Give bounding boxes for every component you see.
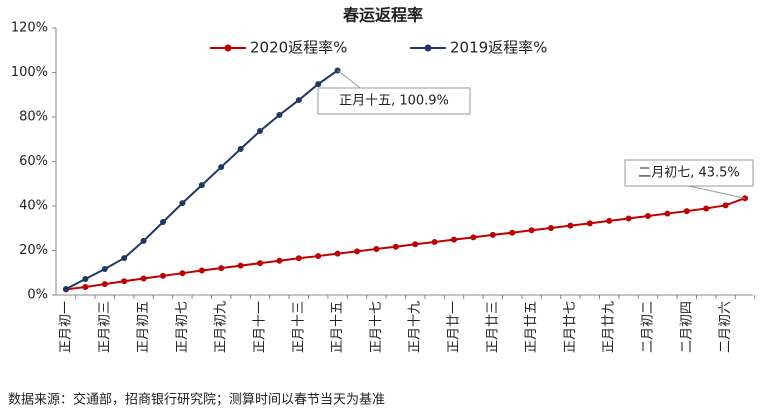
data-point	[334, 250, 341, 257]
x-tick-label: 正月廿七	[563, 301, 578, 353]
data-point	[179, 270, 186, 277]
x-tick-label: 正月十七	[369, 301, 384, 353]
data-point	[179, 200, 186, 207]
data-point	[315, 253, 322, 260]
data-point	[140, 237, 147, 244]
data-point	[295, 255, 302, 262]
data-point	[63, 285, 69, 292]
y-tick-label: 100%	[11, 65, 48, 80]
annotation-box	[317, 87, 471, 115]
x-tick-label: 正月廿一	[447, 301, 462, 353]
data-point	[354, 248, 360, 255]
y-tick-label: 40%	[19, 199, 48, 214]
y-tick-label: 80%	[19, 110, 48, 125]
source-note: 数据来源：交通部，招商银行研究院；测算时间以春节当天为基准	[8, 392, 385, 408]
x-tick-label: 正月十九	[408, 301, 423, 353]
x-tick-label: 二月初四	[679, 301, 694, 353]
annotation-label: 二月初七, 43.5%	[638, 166, 740, 181]
data-point	[315, 81, 322, 88]
data-point	[257, 128, 263, 135]
chart-title: 春运返程率	[342, 6, 423, 25]
y-tick-label: 120%	[11, 21, 48, 36]
data-point	[567, 222, 574, 229]
x-tick-label: 正月廿五	[524, 301, 539, 353]
data-point	[606, 217, 613, 224]
data-point	[140, 275, 147, 282]
data-point	[489, 231, 496, 238]
data-point	[82, 283, 89, 290]
x-tick-label: 正月十五	[330, 301, 345, 353]
data-point	[237, 262, 244, 269]
callout-line	[688, 185, 746, 199]
annotation-label: 正月十五, 100.9%	[339, 94, 449, 109]
data-point	[664, 210, 671, 217]
data-point	[548, 225, 554, 232]
series-line	[65, 197, 746, 291]
x-tick-label: 正月十三	[291, 301, 306, 353]
data-point	[198, 182, 205, 189]
data-point	[121, 278, 128, 285]
x-tick-label: 二月初六	[718, 301, 733, 353]
data-point	[373, 245, 380, 252]
legend-label: 2020返程率%	[250, 39, 347, 57]
data-point	[528, 227, 535, 234]
x-tick-label: 正月廿九	[602, 301, 617, 353]
data-point	[101, 281, 108, 288]
data-point	[160, 219, 166, 226]
data-point	[121, 255, 128, 262]
x-tick-label: 二月初二	[641, 301, 656, 353]
data-point	[160, 272, 166, 279]
x-tick-label: 正月初九	[214, 301, 229, 353]
data-point	[625, 215, 632, 222]
x-tick-label: 正月初一	[59, 301, 74, 353]
data-point	[218, 164, 225, 171]
x-tick-label: 正月初七	[175, 301, 190, 353]
data-point	[295, 97, 302, 104]
data-point	[509, 229, 516, 236]
data-point	[451, 236, 457, 243]
x-tick-label: 正月初五	[136, 301, 151, 353]
data-point	[82, 275, 89, 282]
data-point	[198, 267, 205, 274]
legend-marker	[424, 44, 432, 52]
legend-label: 2019返程率%	[450, 39, 547, 57]
data-point	[470, 234, 477, 241]
data-point	[237, 146, 244, 153]
legend-marker	[224, 44, 232, 52]
x-tick-label: 正月初三	[97, 301, 112, 353]
data-point	[722, 202, 729, 209]
y-tick-label: 20%	[19, 243, 48, 258]
data-point	[392, 243, 399, 250]
data-point	[101, 265, 108, 272]
y-tick-label: 0%	[27, 288, 48, 303]
annotation-box	[624, 159, 754, 187]
y-tick-label: 60%	[19, 154, 48, 169]
data-point	[276, 111, 283, 118]
data-point	[586, 220, 593, 227]
data-point	[218, 265, 225, 272]
data-point	[645, 213, 651, 220]
data-point	[431, 239, 438, 246]
data-point	[703, 205, 710, 212]
data-point	[257, 260, 263, 267]
data-point	[412, 241, 419, 248]
x-tick-label: 正月廿三	[485, 301, 500, 353]
data-point	[683, 208, 690, 215]
x-tick-label: 正月十一	[253, 301, 268, 353]
data-point	[276, 257, 283, 264]
